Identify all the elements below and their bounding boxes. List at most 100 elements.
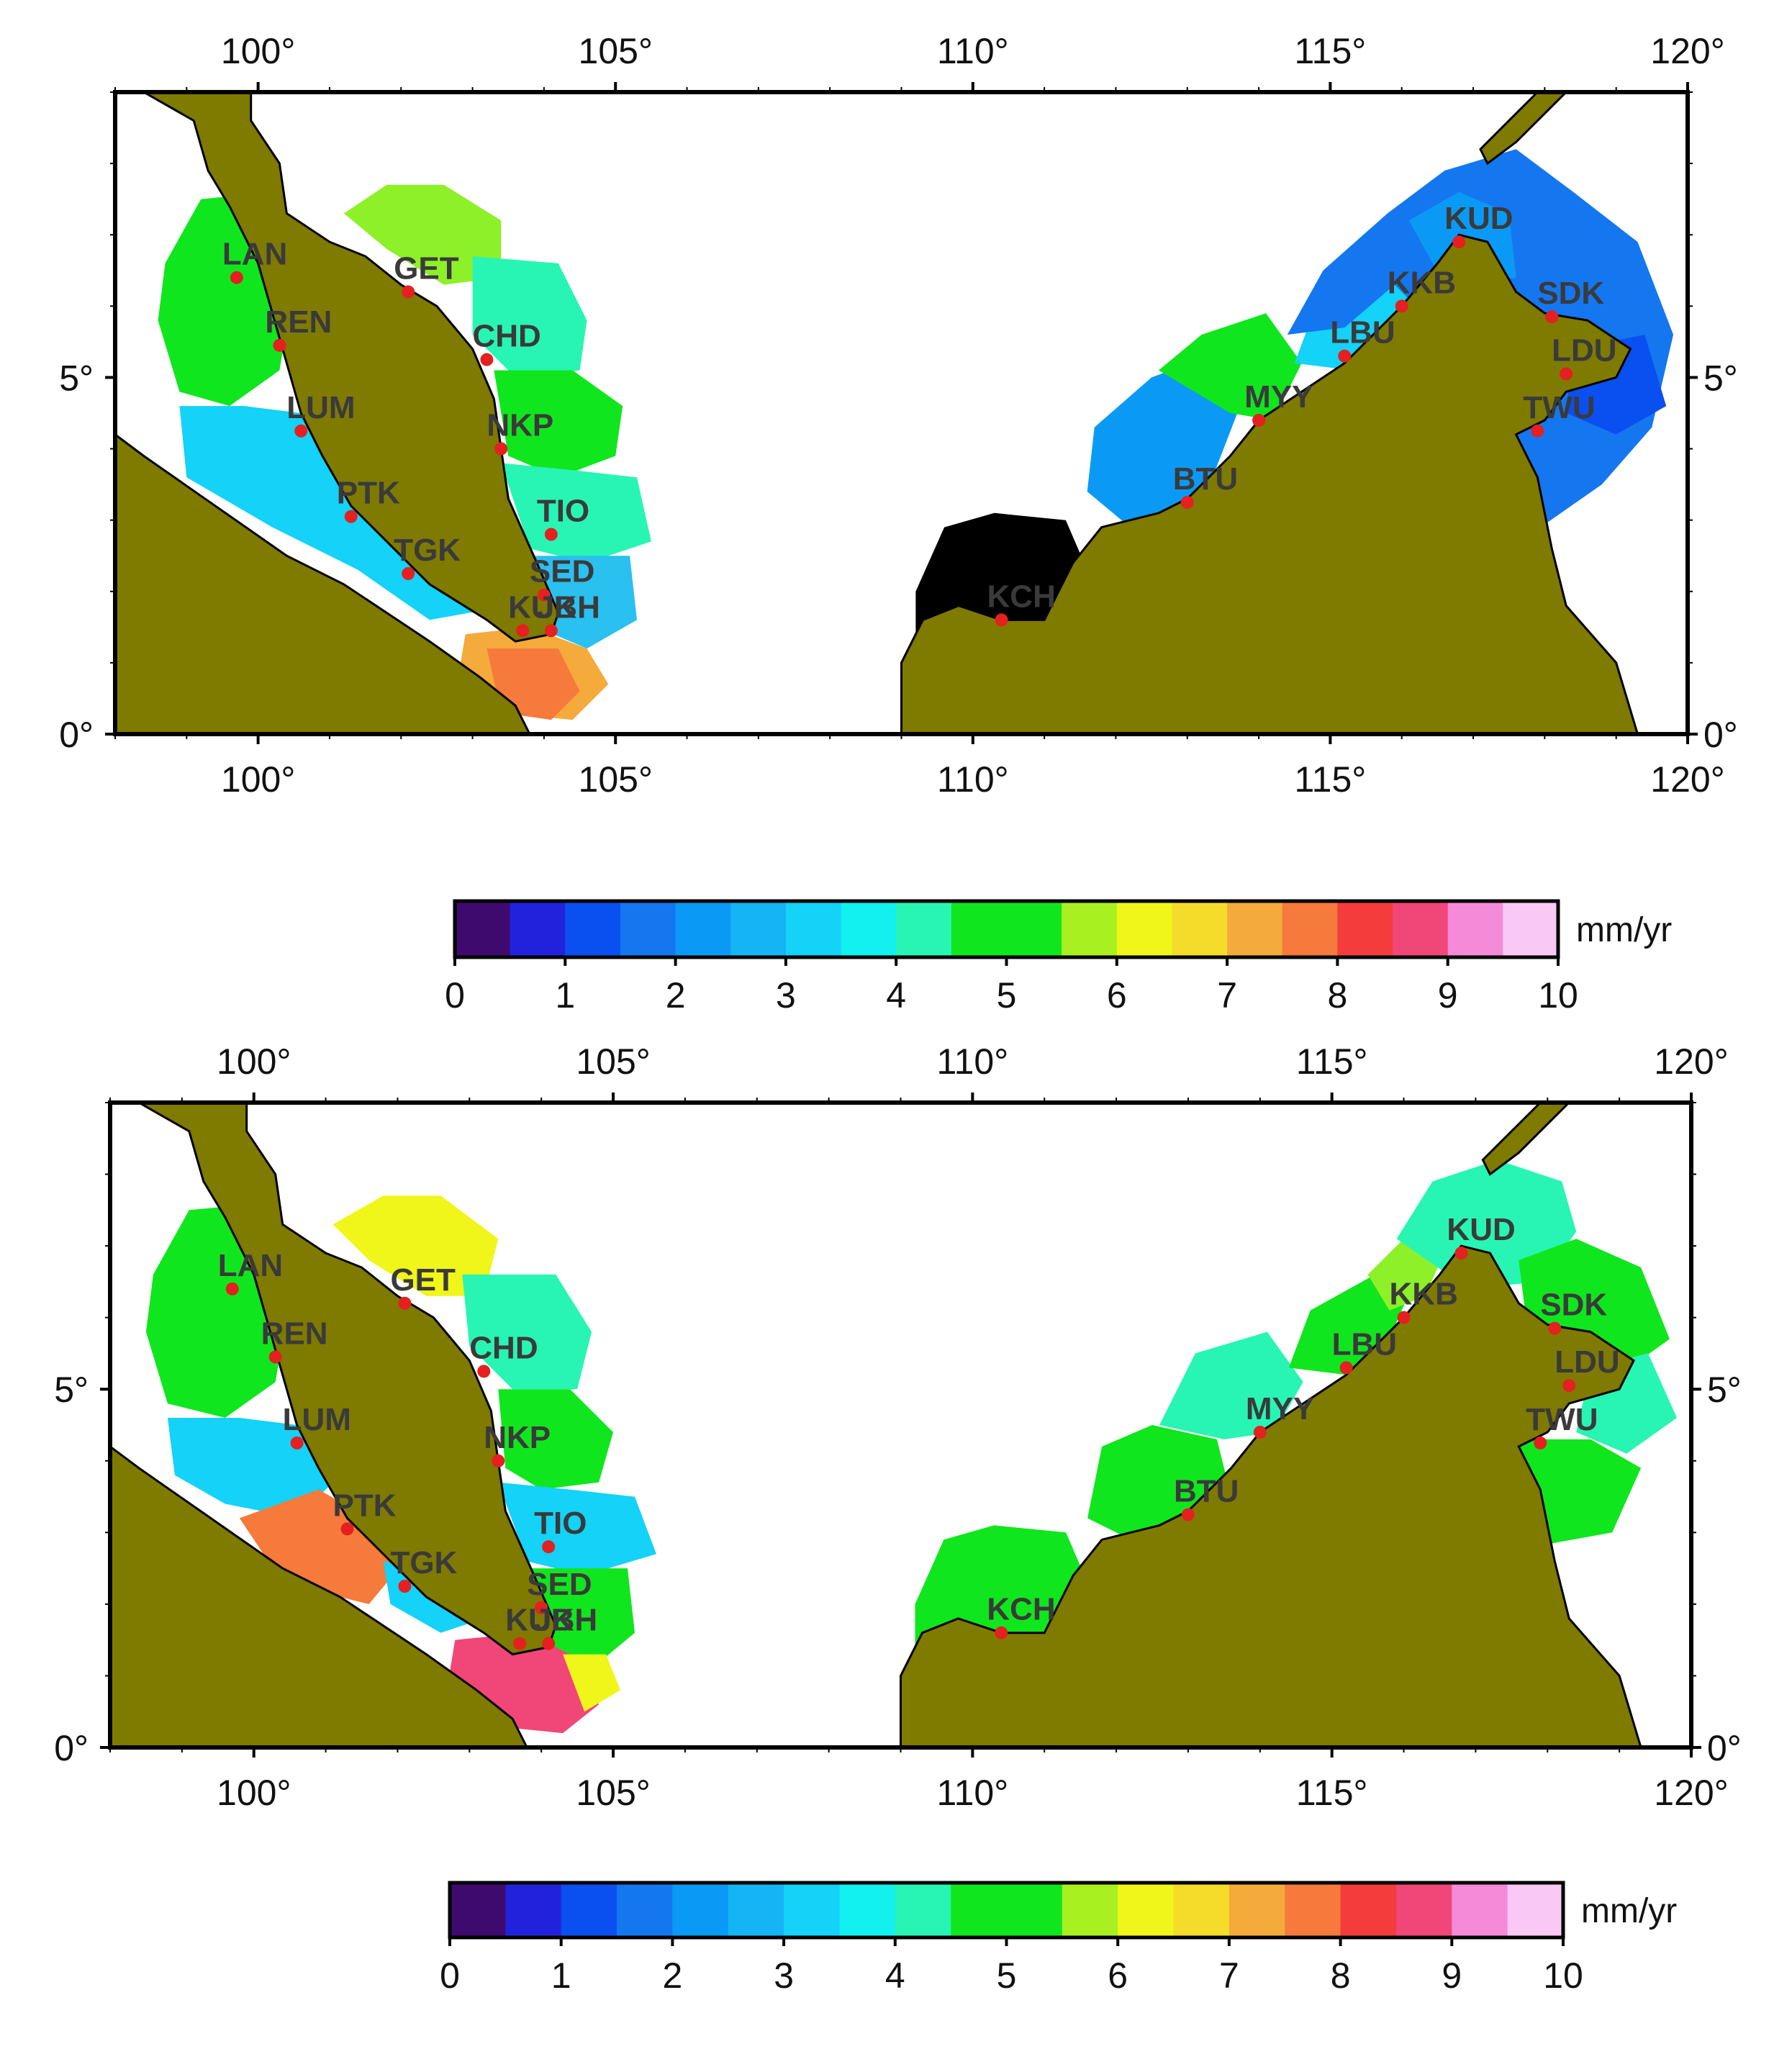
station-label-kud: KUD — [1447, 1212, 1515, 1247]
landmass — [110, 1445, 528, 1747]
lon-label-top: 115° — [1296, 1041, 1368, 1082]
rate-field-patch — [498, 1482, 656, 1576]
station-label-jbh: JBH — [537, 589, 600, 625]
station-marker-sdk — [1548, 1321, 1562, 1335]
landmass — [1479, 92, 1568, 166]
station-label-btu: BTU — [1174, 1473, 1239, 1509]
colorbar-tick-label: 0 — [445, 975, 465, 1016]
colorbar-unit: mm/yr — [1576, 911, 1672, 949]
rate-field-patch — [494, 370, 623, 478]
station-label-myy: MYY — [1246, 1391, 1314, 1426]
colorbar-tick-label: 5 — [997, 975, 1017, 1016]
station-marker-lan — [230, 271, 243, 284]
lat-label-right: 5° — [1703, 358, 1738, 398]
station-marker-lan — [225, 1282, 239, 1295]
colorbar-tick-label: 1 — [551, 1955, 571, 1996]
station-label-kkb: KKB — [1388, 265, 1456, 300]
colorbar-swatch — [1393, 901, 1449, 957]
station-label-ren: REN — [265, 304, 332, 340]
landmass — [900, 233, 1639, 734]
lon-label-bottom: 105° — [579, 759, 653, 800]
rate-field-patch — [462, 1274, 592, 1390]
rate-field-patch — [1087, 356, 1238, 528]
lat-label-right: 0° — [1707, 1728, 1742, 1768]
station-label-kud: KUD — [1444, 201, 1513, 236]
station-label-tgk: TGK — [390, 1545, 457, 1580]
colorbar-swatch — [841, 901, 897, 957]
colorbar-swatch — [1507, 1883, 1564, 1937]
station-label-get: GET — [390, 1262, 456, 1298]
colorbar-swatch — [951, 1883, 1007, 1937]
colorbar-tick-label: 4 — [885, 1955, 905, 1996]
colorbar-tick-label: 8 — [1327, 975, 1347, 1016]
colorbar-swatch — [1118, 1883, 1175, 1937]
station-marker-jbh — [544, 624, 558, 638]
lon-label-top: 110° — [937, 1041, 1009, 1082]
colorbar-bottom: 0 1 2 3 4 5 6 7 8 9 10 mm/yr — [440, 1881, 1677, 1996]
rate-field-patch — [563, 1654, 620, 1712]
rate-field-patch — [332, 1195, 499, 1296]
colorbar-swatch — [730, 901, 787, 957]
station-label-ptk: PTK — [337, 476, 400, 511]
station-marker-lbu — [1339, 1361, 1353, 1375]
colorbar-tick-label: 9 — [1438, 975, 1458, 1016]
station-marker-lum — [294, 424, 308, 438]
colorbar-swatch — [617, 1883, 673, 1937]
station-marker-nkp — [494, 442, 508, 456]
colorbar-swatch — [1227, 901, 1283, 957]
station-label-sed: SED — [527, 1567, 592, 1602]
colorbar-tick-label: 7 — [1217, 975, 1237, 1016]
colorbar-tick-label: 7 — [1219, 1955, 1239, 1996]
colorbar-swatch — [728, 1883, 784, 1937]
lon-label-bottom: 105° — [576, 1773, 650, 1813]
station-marker-sed — [537, 588, 551, 602]
station-marker-twu — [1534, 1436, 1547, 1449]
colorbar-swatch — [1116, 901, 1172, 957]
station-label-lum: LUM — [283, 1402, 351, 1437]
colorbar-swatch — [1340, 1883, 1397, 1937]
lat-label-left: 0° — [59, 715, 94, 755]
lon-label-bottom: 100° — [217, 1773, 291, 1813]
colorbar-tick-label: 8 — [1331, 1955, 1351, 1996]
station-marker-kuk — [513, 1637, 527, 1650]
lon-label-bottom: 115° — [1296, 1773, 1368, 1813]
station-label-jbh: JBH — [534, 1603, 597, 1638]
station-label-lbu: LBU — [1330, 315, 1395, 350]
station-marker-kch — [995, 613, 1008, 627]
colorbar-swatch — [1006, 901, 1062, 957]
colorbar-tick-label: 10 — [1543, 1955, 1583, 1996]
colorbar-swatch — [672, 1883, 729, 1937]
colorbar-swatch — [896, 901, 952, 957]
station-marker-kkb — [1395, 299, 1408, 313]
lon-label-top: 110° — [937, 31, 1009, 71]
colorbar-swatch — [895, 1883, 951, 1937]
station-label-tio: TIO — [537, 493, 589, 528]
lon-label-top: 100° — [217, 1041, 291, 1082]
colorbar-swatch — [1062, 1883, 1118, 1937]
rate-field-patch — [530, 556, 637, 649]
lon-label-bottom: 115° — [1295, 759, 1367, 800]
station-marker-lum — [290, 1436, 304, 1449]
rate-field-patch — [1159, 313, 1302, 420]
colorbar-swatch — [1337, 901, 1393, 957]
colorbar-swatch — [565, 901, 621, 957]
station-label-ldu: LDU — [1552, 333, 1616, 368]
station-label-sdk: SDK — [1537, 276, 1604, 311]
lon-label-bottom: 120° — [1650, 759, 1724, 800]
station-marker-chd — [477, 1365, 491, 1378]
colorbar-swatch — [1503, 901, 1559, 957]
rate-field-patch — [501, 463, 651, 564]
station-label-ren: REN — [261, 1316, 328, 1351]
station-marker-tio — [544, 528, 558, 541]
rate-field-patch — [472, 256, 587, 378]
station-label-kch: KCH — [987, 1592, 1055, 1627]
lat-label-left: 5° — [54, 1370, 89, 1410]
rate-field-patch — [343, 184, 502, 285]
colorbar-swatch — [1006, 1883, 1063, 1937]
station-marker-kuk — [516, 624, 530, 638]
colorbar-tick-label: 5 — [997, 1955, 1017, 1996]
station-marker-get — [398, 1296, 412, 1310]
colorbar-tick-label: 6 — [1108, 1955, 1128, 1996]
lon-label-top: 100° — [221, 31, 295, 71]
